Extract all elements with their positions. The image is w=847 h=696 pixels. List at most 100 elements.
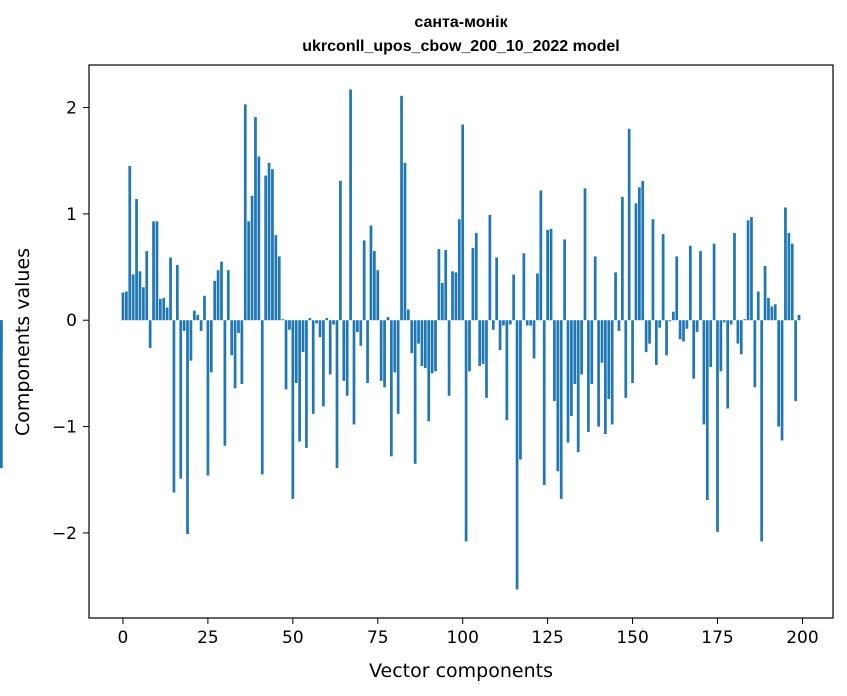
bar <box>379 320 383 381</box>
bar <box>420 320 424 366</box>
bar <box>0 320 3 469</box>
bar <box>284 320 288 390</box>
bar <box>406 309 410 321</box>
bar <box>162 297 166 321</box>
bar <box>135 199 138 321</box>
bar <box>311 320 315 414</box>
bar <box>488 214 492 321</box>
bar <box>447 320 451 396</box>
bar <box>366 320 369 383</box>
bar <box>570 320 573 416</box>
bar <box>474 233 478 321</box>
bar <box>417 320 420 344</box>
bar <box>733 233 736 321</box>
bar <box>339 180 342 321</box>
bar <box>454 272 458 321</box>
bar <box>223 320 227 446</box>
bar <box>705 320 709 500</box>
bar <box>383 320 386 388</box>
bar <box>722 320 726 323</box>
bar <box>665 320 668 356</box>
bar <box>305 320 308 448</box>
y-axis: −2 −1 0 1 2 <box>52 99 89 544</box>
bar <box>471 247 475 321</box>
bar <box>539 190 543 321</box>
bar <box>335 320 339 469</box>
bar <box>254 117 257 321</box>
bar <box>556 320 560 472</box>
bar <box>648 320 651 344</box>
bar <box>315 320 318 324</box>
bar <box>359 320 363 346</box>
bar <box>515 320 519 590</box>
bar <box>328 320 332 375</box>
bar <box>780 320 784 441</box>
bar <box>179 320 183 479</box>
bar <box>457 219 461 321</box>
bar <box>739 320 743 355</box>
bar <box>145 251 149 321</box>
bar <box>308 318 312 321</box>
bar <box>546 229 549 321</box>
bar <box>393 320 397 373</box>
bar <box>247 221 251 321</box>
bar <box>138 271 142 321</box>
bar <box>481 320 485 364</box>
bar <box>617 320 621 331</box>
bar <box>709 320 713 368</box>
bar <box>502 320 505 326</box>
y-tick-label: 2 <box>66 99 77 119</box>
bar <box>549 228 553 321</box>
bar <box>491 320 495 330</box>
x-tick-label: 0 <box>118 628 129 648</box>
bar <box>553 320 556 402</box>
bar <box>410 320 414 354</box>
bar <box>641 180 645 321</box>
bar <box>536 273 539 321</box>
bar <box>216 270 220 321</box>
y-tick-label: 1 <box>66 205 77 225</box>
bar <box>271 169 274 321</box>
bar <box>498 320 502 351</box>
bar <box>288 320 291 330</box>
bar <box>654 320 658 365</box>
bar <box>356 320 359 332</box>
bar <box>294 320 298 383</box>
bar <box>230 320 234 356</box>
bar <box>430 320 434 374</box>
bar <box>260 320 264 475</box>
bar <box>386 317 390 321</box>
chart-title: санта-монік <box>414 14 508 31</box>
bar <box>607 320 611 399</box>
bar <box>671 311 675 321</box>
y-tick-label: 0 <box>66 311 77 331</box>
bar <box>274 235 278 321</box>
bar <box>464 320 468 542</box>
bar <box>152 221 155 321</box>
bar <box>485 320 488 398</box>
bar <box>376 270 380 321</box>
bar <box>767 297 770 321</box>
bar <box>220 261 223 321</box>
x-tick-label: 150 <box>616 628 648 648</box>
bar <box>298 320 301 442</box>
bar <box>563 239 566 321</box>
bar <box>267 162 271 321</box>
bar <box>0 320 3 351</box>
bar <box>597 320 600 427</box>
bar <box>590 320 594 385</box>
bar <box>440 283 444 321</box>
bar <box>199 320 203 331</box>
bar <box>790 243 794 321</box>
bar <box>719 320 723 372</box>
bar-series <box>0 89 801 590</box>
bar <box>621 196 624 321</box>
bar <box>736 320 740 344</box>
bar <box>529 320 532 326</box>
chart-subtitle: ukrconll_upos_cbow_200_10_2022 model <box>302 38 619 55</box>
bar <box>743 319 747 321</box>
bar <box>349 89 352 321</box>
bar <box>593 256 597 321</box>
bar <box>651 219 655 321</box>
